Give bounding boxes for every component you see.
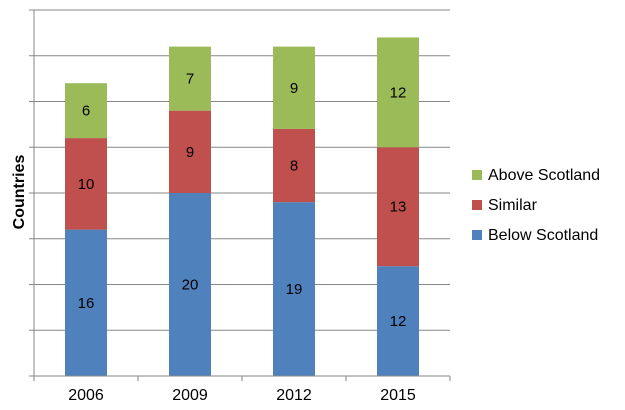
data-label: 12 xyxy=(390,313,407,330)
legend: Above Scotland Similar Below Scotland xyxy=(472,167,600,244)
bar-segment xyxy=(377,266,419,376)
data-label: 9 xyxy=(290,80,298,97)
data-label: 10 xyxy=(78,176,95,193)
legend-label: Above Scotland xyxy=(488,167,600,184)
data-label: 7 xyxy=(186,71,194,88)
bar-segment xyxy=(377,37,419,148)
bar-segment xyxy=(273,202,315,376)
data-label: 13 xyxy=(390,199,407,216)
bar-segment xyxy=(377,147,419,267)
bar-segment xyxy=(65,138,107,230)
legend-swatch xyxy=(472,230,482,240)
bar-segment xyxy=(65,229,107,376)
x-tick-labels: 2006 2009 2012 2015 xyxy=(68,387,416,404)
axes xyxy=(29,9,451,381)
legend-label: Below Scotland xyxy=(488,227,598,244)
data-label: 16 xyxy=(78,295,95,312)
legend-swatch xyxy=(472,200,482,210)
y-axis-label: Countries xyxy=(11,155,28,230)
x-tick-label: 2009 xyxy=(172,387,208,404)
x-tick-label: 2015 xyxy=(380,387,416,404)
legend-label: Similar xyxy=(488,197,538,214)
bar-segment xyxy=(65,83,107,139)
data-label: 20 xyxy=(182,277,199,294)
bar-series: 16 10 6 20 9 7 19 8 9 12 13 12 xyxy=(65,37,419,376)
x-tick-label: 2012 xyxy=(276,387,312,404)
data-label: 12 xyxy=(390,84,407,101)
data-label: 19 xyxy=(286,281,303,298)
data-label: 9 xyxy=(186,144,194,161)
bar-segment xyxy=(169,110,211,193)
bar-segment xyxy=(273,46,315,129)
data-label: 8 xyxy=(290,158,298,175)
x-tick-label: 2006 xyxy=(68,387,104,404)
bar-segment xyxy=(169,193,211,376)
bar-segment xyxy=(273,128,315,203)
bar-segment xyxy=(169,46,211,111)
legend-swatch xyxy=(472,170,482,180)
data-label: 6 xyxy=(82,103,90,120)
